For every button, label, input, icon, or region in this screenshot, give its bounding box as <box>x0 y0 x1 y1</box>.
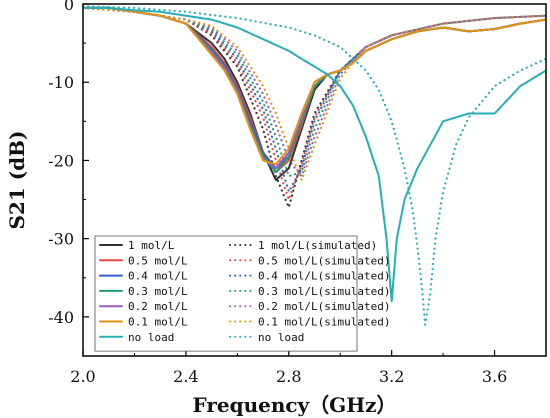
legend-label: 0.4 mol/L <box>128 270 188 283</box>
x-tick-label: 2.0 <box>70 367 95 386</box>
y-tick-label: -10 <box>48 73 74 92</box>
y-tick-label: -40 <box>48 308 74 327</box>
series-line-0 <box>83 6 546 181</box>
legend-label: 0.4 mol/L(simulated) <box>258 270 390 283</box>
y-tick-label: -20 <box>48 151 74 170</box>
series-line-7 <box>83 6 546 209</box>
legend-label: 1 mol/L <box>128 239 175 252</box>
series-line-12 <box>83 6 546 182</box>
series-line-13 <box>83 5 546 326</box>
legend-label: 0.2 mol/L <box>128 300 188 313</box>
axis-ticks: 2.0 2.4 2.8 3.2 3.6 0 -10 -20 -30 -40 <box>48 0 507 386</box>
series-line-8 <box>83 6 546 201</box>
plot-area <box>83 5 546 326</box>
legend-label: 0.3 mol/L(simulated) <box>258 285 390 298</box>
x-tick-label: 2.4 <box>173 367 198 386</box>
legend-label: 1 mol/L(simulated) <box>258 239 377 252</box>
legend-label: 0.1 mol/L <box>128 316 188 329</box>
x-tick-label: 3.6 <box>482 367 507 386</box>
y-axis-title: S21 (dB) <box>5 130 29 229</box>
series-line-5 <box>83 6 546 166</box>
legend-label: no load <box>258 331 304 344</box>
x-axis-title: Frequency（GHz） <box>192 393 396 417</box>
legend-label: no load <box>128 331 174 344</box>
legend-label: 0.2 mol/L(simulated) <box>258 300 390 313</box>
legend-box <box>94 235 358 352</box>
plot-frame <box>82 3 547 357</box>
legend: 1 mol/L 0.5 mol/L 0.4 mol/L 0.3 mol/L 0.2 mo… <box>94 235 390 352</box>
y-tick-label: -30 <box>48 230 74 249</box>
legend-label: 0.1 mol/L(simulated) <box>258 316 390 329</box>
legend-label: 0.3 mol/L <box>128 285 188 298</box>
y-tick-label: 0 <box>64 0 74 14</box>
legend-label: 0.5 mol/L <box>128 254 188 267</box>
x-tick-label: 2.8 <box>276 367 301 386</box>
legend-label: 0.5 mol/L(simulated) <box>258 254 390 267</box>
series-line-6 <box>83 6 546 303</box>
x-tick-label: 3.2 <box>379 367 404 386</box>
